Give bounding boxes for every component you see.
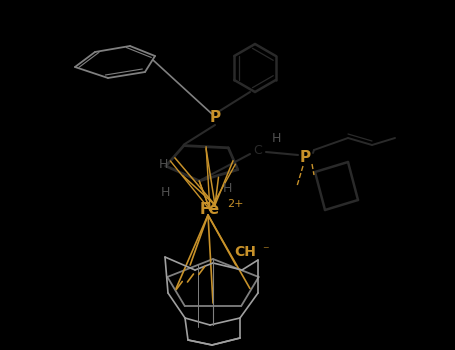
Text: H: H	[222, 182, 232, 195]
Text: P: P	[209, 111, 221, 126]
Text: 2+: 2+	[227, 199, 243, 209]
Text: C: C	[253, 144, 263, 156]
Text: CH: CH	[234, 245, 256, 259]
Text: H: H	[158, 158, 168, 170]
Text: H: H	[160, 186, 170, 198]
Text: ⁻: ⁻	[262, 245, 268, 258]
Text: P: P	[299, 150, 311, 166]
Text: Fe: Fe	[200, 203, 220, 217]
Text: H: H	[271, 132, 281, 145]
